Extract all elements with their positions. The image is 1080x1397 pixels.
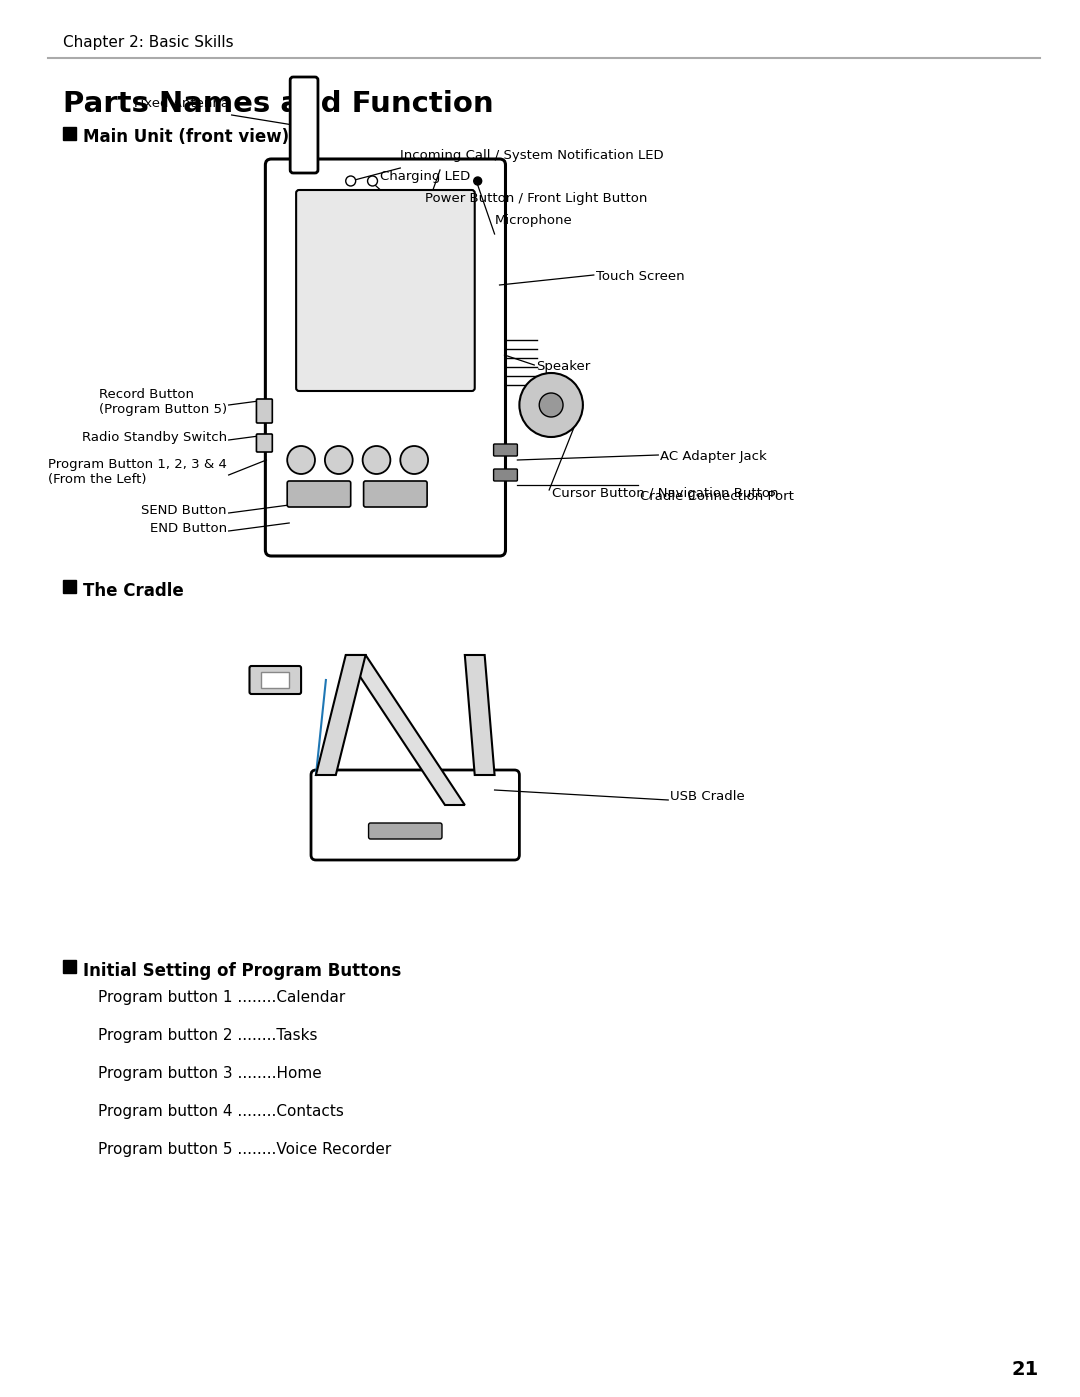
Bar: [63, 960, 76, 972]
Circle shape: [346, 176, 355, 186]
Circle shape: [401, 446, 428, 474]
Text: AC Adapter Jack: AC Adapter Jack: [660, 450, 767, 462]
Text: Incoming Call / System Notification LED: Incoming Call / System Notification LED: [401, 149, 664, 162]
Text: Fixed Antenna: Fixed Antenna: [134, 96, 229, 110]
Circle shape: [287, 446, 315, 474]
Text: END Button: END Button: [149, 521, 227, 535]
Circle shape: [519, 373, 583, 437]
Circle shape: [367, 176, 378, 186]
Polygon shape: [346, 655, 464, 805]
FancyBboxPatch shape: [364, 481, 427, 507]
Bar: [63, 127, 76, 140]
Text: Program button 4 ........Contacts: Program button 4 ........Contacts: [97, 1104, 343, 1119]
Text: Microphone: Microphone: [495, 214, 572, 226]
Text: Program button 5 ........Voice Recorder: Program button 5 ........Voice Recorder: [97, 1141, 391, 1157]
Text: Program button 2 ........Tasks: Program button 2 ........Tasks: [97, 1028, 318, 1044]
FancyBboxPatch shape: [494, 444, 517, 455]
Text: Main Unit (front view): Main Unit (front view): [83, 129, 289, 147]
FancyBboxPatch shape: [494, 469, 517, 481]
FancyBboxPatch shape: [368, 823, 442, 840]
FancyBboxPatch shape: [287, 481, 351, 507]
Text: Record Button
(Program Button 5): Record Button (Program Button 5): [98, 388, 227, 416]
FancyBboxPatch shape: [291, 77, 318, 173]
Text: Charging LED: Charging LED: [380, 170, 471, 183]
Text: SEND Button: SEND Button: [141, 503, 227, 517]
Text: The Cradle: The Cradle: [83, 583, 184, 599]
FancyBboxPatch shape: [311, 770, 519, 861]
FancyBboxPatch shape: [296, 190, 475, 391]
FancyBboxPatch shape: [249, 666, 301, 694]
FancyBboxPatch shape: [256, 400, 272, 423]
Text: Parts Names and Function: Parts Names and Function: [63, 89, 494, 117]
Text: Program Button 1, 2, 3 & 4
(From the Left): Program Button 1, 2, 3 & 4 (From the Lef…: [48, 458, 227, 486]
Text: Speaker: Speaker: [537, 360, 591, 373]
Circle shape: [363, 446, 390, 474]
Text: Initial Setting of Program Buttons: Initial Setting of Program Buttons: [83, 963, 401, 981]
Text: 21: 21: [1012, 1361, 1039, 1379]
Circle shape: [325, 446, 353, 474]
Polygon shape: [464, 655, 495, 775]
Text: Program button 1 ........Calendar: Program button 1 ........Calendar: [97, 990, 345, 1004]
Text: Cradle Connection Port: Cradle Connection Port: [640, 490, 794, 503]
Text: USB Cradle: USB Cradle: [671, 791, 745, 803]
Text: Power Button / Front Light Button: Power Button / Front Light Button: [426, 191, 648, 205]
Circle shape: [474, 177, 482, 184]
Bar: [261, 672, 289, 687]
Circle shape: [539, 393, 563, 416]
Text: Chapter 2: Basic Skills: Chapter 2: Basic Skills: [63, 35, 233, 50]
FancyBboxPatch shape: [266, 159, 505, 556]
Text: Radio Standby Switch: Radio Standby Switch: [82, 430, 227, 443]
Text: Touch Screen: Touch Screen: [596, 270, 685, 284]
Bar: [63, 580, 76, 592]
FancyBboxPatch shape: [256, 434, 272, 453]
Text: Cursor Button / Navigation Button: Cursor Button / Navigation Button: [552, 488, 779, 500]
Text: Program button 3 ........Home: Program button 3 ........Home: [97, 1066, 322, 1081]
Polygon shape: [316, 655, 366, 775]
